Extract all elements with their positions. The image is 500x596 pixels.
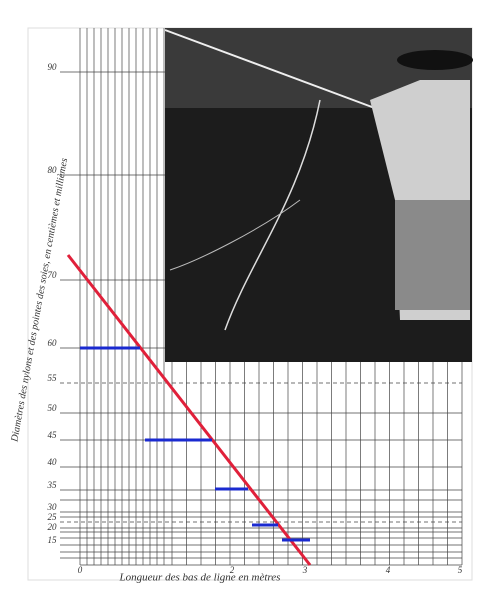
y-tick-label: 40 [48, 457, 58, 467]
y-tick-label: 45 [48, 430, 58, 440]
y-tick-label: 35 [47, 480, 58, 490]
photo [164, 28, 473, 362]
x-tick-label: 4 [386, 565, 391, 575]
y-tick-label: 90 [48, 62, 58, 72]
x-tick-label: 3 [302, 565, 308, 575]
x-tick-label: 2 [230, 565, 235, 575]
blue-segments [80, 346, 310, 542]
y-tick-label: 25 [48, 512, 58, 522]
y-tick-label: 15 [48, 535, 58, 545]
x-tick-label: 5 [458, 565, 463, 575]
red-line [66, 254, 312, 566]
x-tick-label: 0 [78, 565, 83, 575]
y-tick-label: 20 [48, 522, 58, 532]
y-tick-label: 55 [48, 373, 58, 383]
y-tick-label: 80 [48, 165, 58, 175]
y-tick-label: 30 [47, 502, 58, 512]
y-tick-label: 70 [48, 270, 58, 280]
y-tick-label: 50 [48, 403, 58, 413]
x-axis-label: Longueur des bas de ligne en mètres [119, 572, 281, 584]
y-tick-label: 60 [48, 338, 58, 348]
